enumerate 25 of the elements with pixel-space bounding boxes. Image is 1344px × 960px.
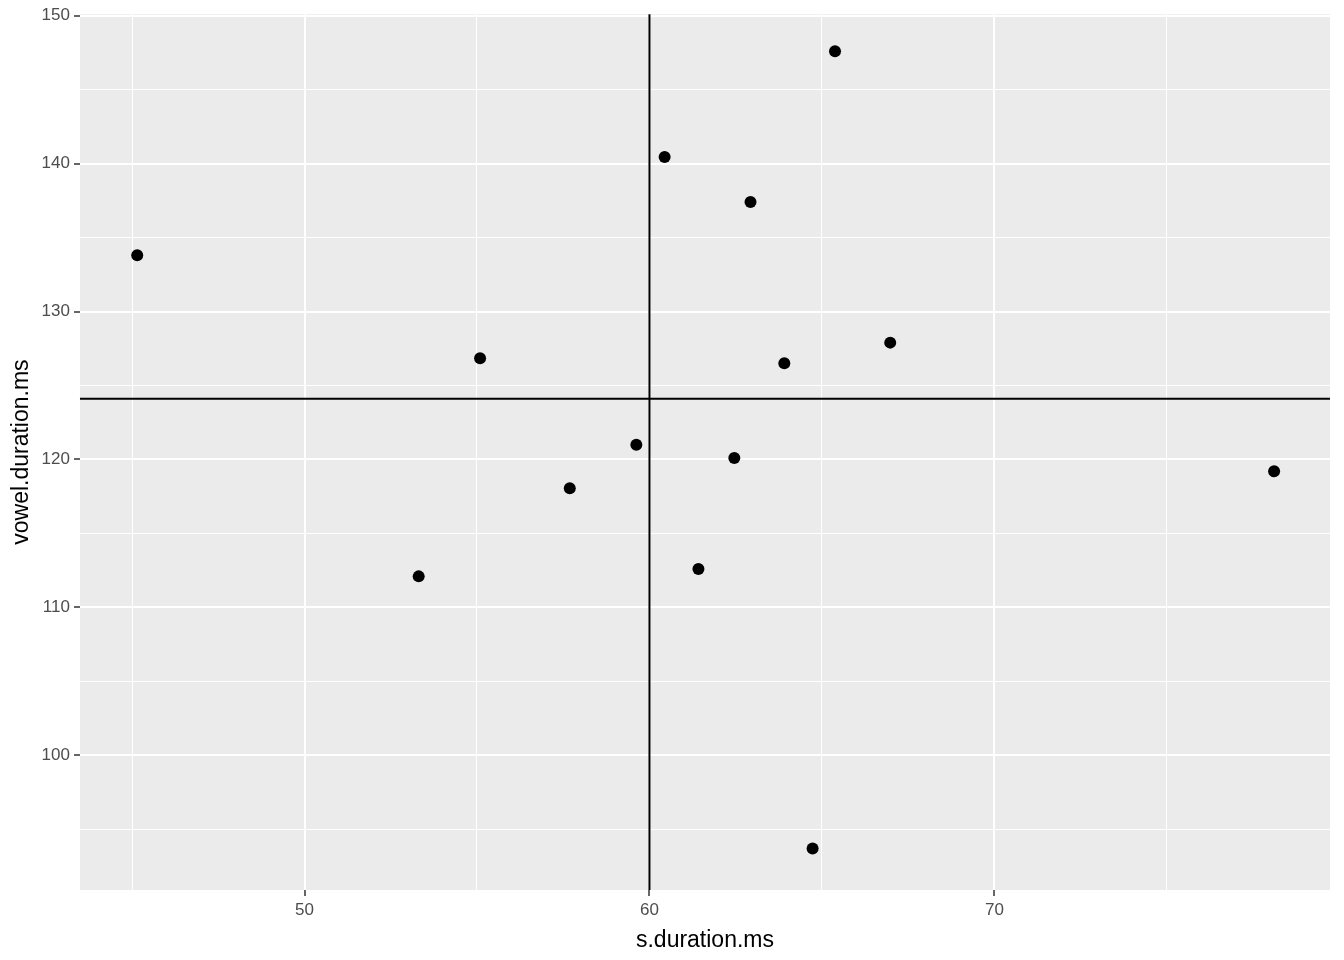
point — [1268, 465, 1281, 478]
y-tick-label: 100 — [41, 745, 70, 765]
point — [829, 45, 842, 58]
point — [778, 357, 791, 370]
x-axis-title: s.duration.ms — [635, 925, 775, 952]
point — [131, 249, 144, 262]
point — [692, 562, 705, 575]
y-tick-label: 130 — [41, 301, 70, 321]
point — [806, 842, 819, 855]
point — [728, 452, 741, 465]
point — [563, 482, 576, 495]
x-tick-label: 70 — [984, 899, 1004, 919]
point — [412, 570, 425, 583]
point — [630, 438, 643, 451]
x-tick-label: 50 — [295, 899, 314, 919]
y-tick-label: 150 — [41, 5, 70, 25]
y-tick-label: 110 — [42, 597, 70, 617]
x-tick-label: 60 — [639, 899, 659, 919]
y-axis-title: vowel.duration.ms — [7, 359, 34, 545]
point — [474, 352, 487, 365]
y-tick-label: 120 — [41, 449, 70, 469]
point — [658, 150, 671, 163]
point — [884, 336, 897, 349]
point — [744, 196, 757, 209]
y-tick-label: 140 — [41, 153, 70, 173]
